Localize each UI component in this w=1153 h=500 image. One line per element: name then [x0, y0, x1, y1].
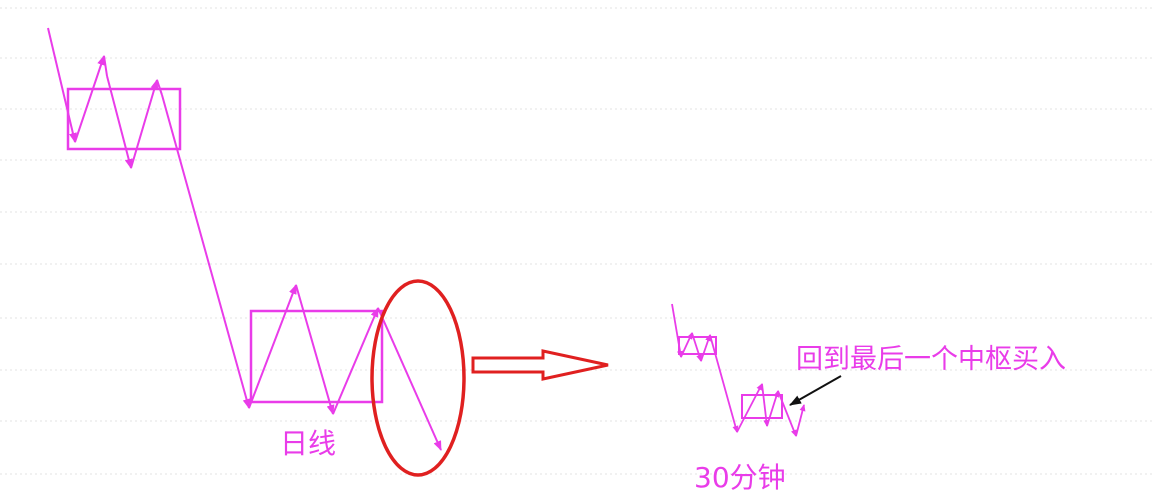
- thirty-min-structure: [671, 303, 806, 437]
- mini-stroke: [795, 404, 806, 437]
- mini-stroke: [691, 332, 703, 362]
- pivot-box-2: [249, 309, 384, 404]
- trend-stroke: [377, 307, 442, 451]
- zoom-arrow-icon: [471, 349, 609, 381]
- trend-stroke: [106, 75, 133, 169]
- mini-stroke: [736, 383, 763, 433]
- mini-pivot-2: [741, 394, 783, 419]
- mini-stroke: [709, 334, 739, 433]
- trend-stroke: [248, 284, 297, 409]
- mini-stroke: [671, 303, 683, 358]
- trend-stroke: [103, 55, 108, 77]
- background-grid: [0, 7, 1153, 475]
- trend-stroke: [332, 307, 379, 415]
- trend-stroke: [130, 79, 159, 169]
- mini-stroke: [680, 332, 693, 358]
- trend-stroke: [156, 79, 163, 96]
- thirty-min-chart-label: 30分钟: [694, 461, 786, 494]
- daily-pivot-1: [47, 27, 251, 409]
- mini-stroke: [766, 390, 780, 427]
- daily-chart-label: 日线: [280, 427, 337, 460]
- trend-stroke: [295, 284, 335, 415]
- mini-stroke: [700, 334, 711, 362]
- mini-stroke: [777, 390, 797, 437]
- trend-stroke: [47, 27, 77, 143]
- pivot-box-1: [66, 87, 182, 151]
- highlight-ellipse: [370, 279, 466, 477]
- trend-stroke: [161, 94, 251, 409]
- buy-annotation-text: 回到最后一个中枢买入: [796, 344, 1066, 375]
- trend-stroke: [74, 55, 105, 143]
- mini-stroke: [761, 383, 770, 427]
- annotation-arrow: [789, 375, 842, 406]
- daily-pivot-2: [248, 284, 442, 451]
